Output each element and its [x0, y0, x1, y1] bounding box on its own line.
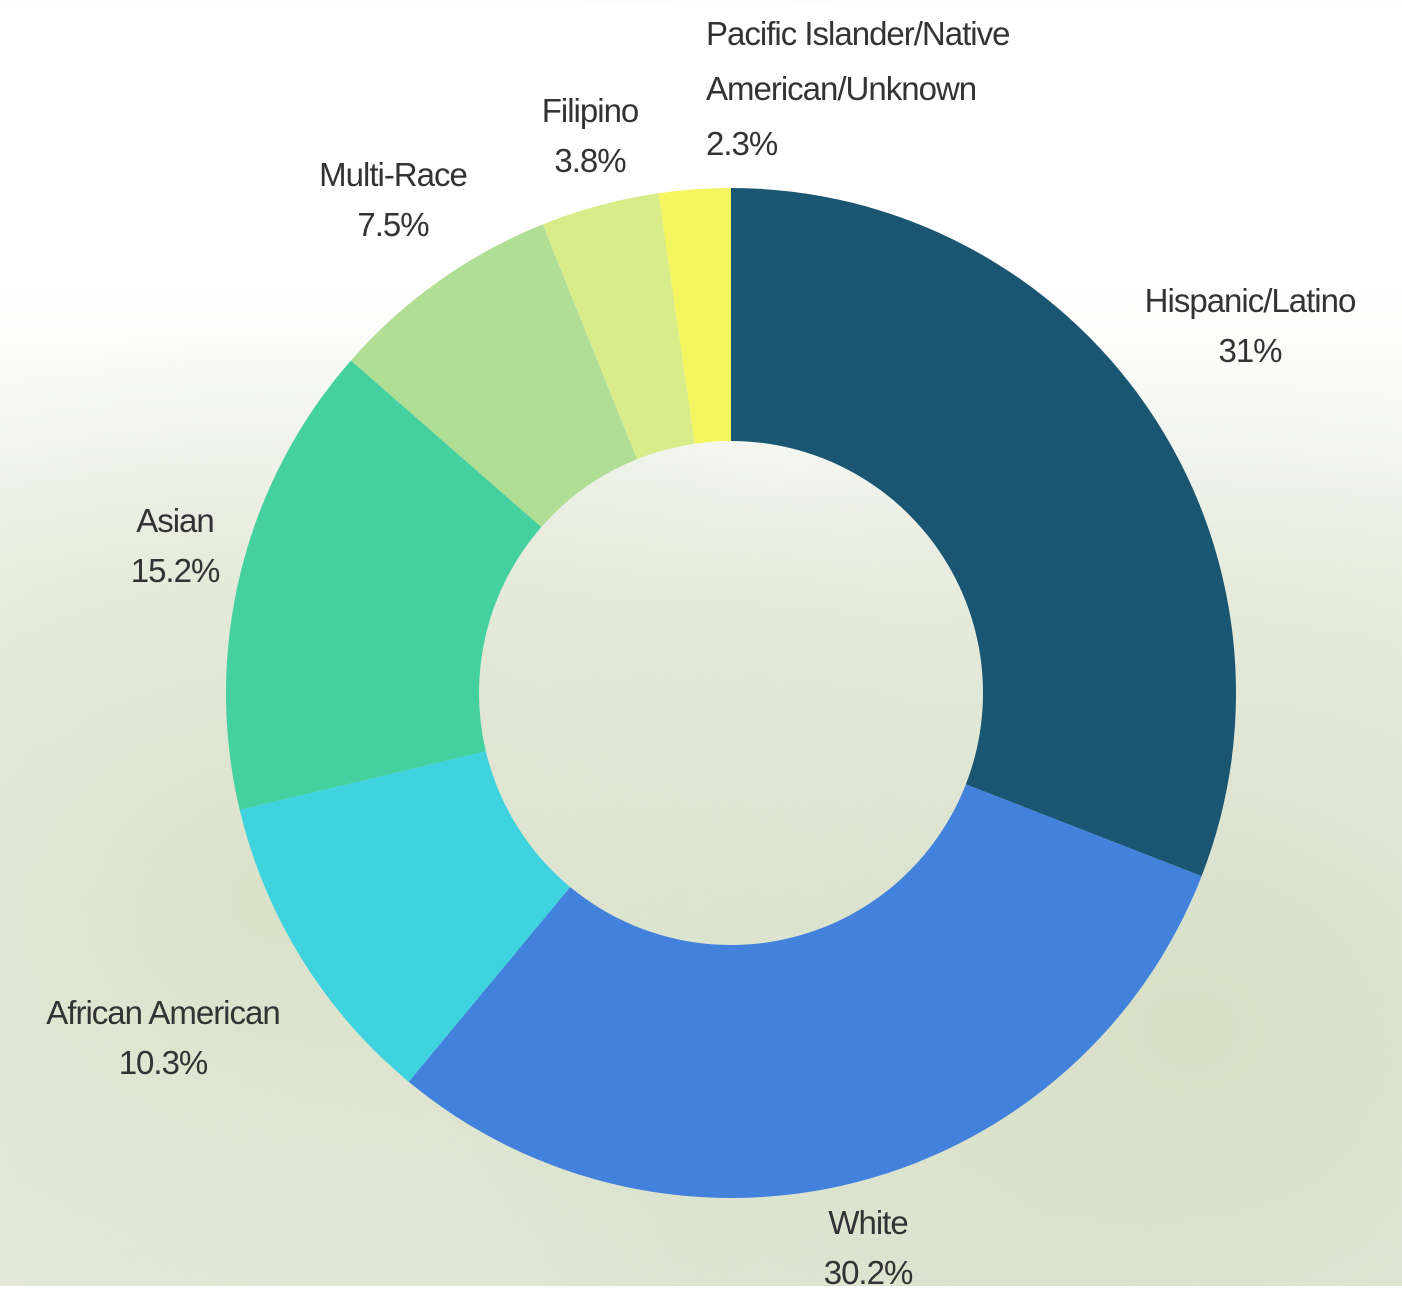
segment-label: African American 10.3% — [46, 988, 280, 1088]
value-label: 10.3% — [118, 1044, 209, 1081]
value-label: 30.2% — [823, 1254, 914, 1291]
segment-label: Hispanic/Latino 31% — [1144, 276, 1357, 376]
segment-label: White 30.2% — [823, 1198, 914, 1298]
category-name: Asian — [136, 502, 215, 539]
category-name: African American — [46, 994, 280, 1031]
value-label: 31% — [1218, 332, 1282, 369]
segment-label: Asian 15.2% — [130, 496, 221, 596]
donut-segment — [239, 751, 571, 1082]
category-name: Pacific Islander/Native American/Unknown — [706, 15, 1010, 107]
donut-segment — [226, 360, 542, 810]
segment-label: Pacific Islander/Native American/Unknown… — [706, 6, 1106, 171]
segment-label: Multi-Race 7.5% — [319, 150, 468, 250]
value-label: 2.3% — [706, 125, 778, 162]
donut-segment — [542, 193, 695, 460]
value-label: 3.8% — [554, 142, 626, 179]
value-label: 7.5% — [357, 206, 429, 243]
donut-segment — [731, 188, 1236, 877]
category-name: Filipino — [541, 92, 640, 129]
category-name: Multi-Race — [319, 156, 468, 193]
category-name: Hispanic/Latino — [1144, 282, 1357, 319]
donut-segment — [408, 784, 1202, 1198]
value-label: 15.2% — [130, 552, 221, 589]
segment-label: Filipino 3.8% — [541, 86, 640, 186]
donut-segment — [658, 188, 731, 444]
donut-segment — [350, 224, 638, 528]
category-name: White — [828, 1204, 908, 1241]
